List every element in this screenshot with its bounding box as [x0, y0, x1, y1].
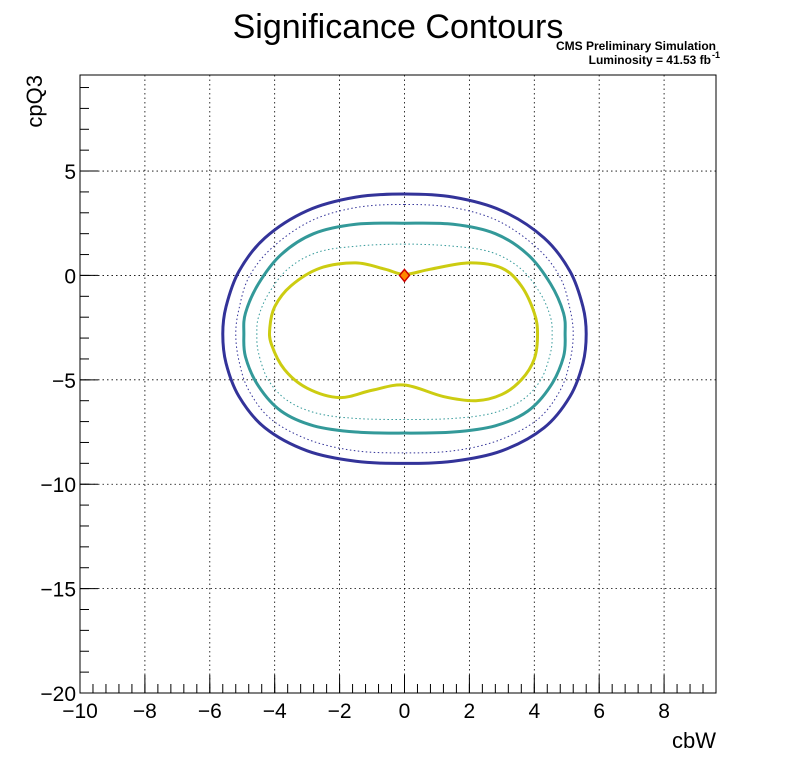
contours: [221, 192, 588, 465]
contour-line-5: [267, 261, 540, 403]
x-tick-label: 6: [593, 700, 605, 723]
y-tick-label: 5: [64, 161, 76, 184]
best-fit-marker-layer: [398, 268, 411, 283]
x-tick-label: −6: [198, 700, 222, 723]
y-tick-label: −5: [52, 370, 76, 393]
x-tick-label: 4: [528, 700, 540, 723]
x-tick-label: 0: [399, 700, 411, 723]
y-tick-label: −10: [40, 474, 76, 497]
contour-line-2: [235, 203, 574, 454]
axis-ticks: [79, 87, 717, 694]
annotation-luminosity-superscript: -1: [712, 50, 720, 60]
x-tick-label: −4: [263, 700, 287, 723]
contour-line-3: [242, 221, 567, 435]
x-tick-label: 2: [464, 700, 476, 723]
annotation-cms: CMS Preliminary Simulation: [556, 39, 716, 53]
x-tick-label: −8: [133, 700, 157, 723]
x-tick-label: 8: [658, 700, 670, 723]
x-axis-label: cbW: [672, 728, 716, 753]
annotation-luminosity-text: Luminosity = 41.53 fb: [589, 53, 711, 67]
x-tick-label: −2: [328, 700, 352, 723]
plot-frame: [79, 74, 717, 694]
y-tick-label: −15: [40, 579, 76, 602]
chart-title: Significance Contours: [233, 8, 564, 46]
y-tick-label: 0: [64, 265, 76, 288]
contour-line-4: [256, 243, 553, 420]
best-fit-marker: [398, 268, 411, 283]
contour-line-1: [221, 192, 588, 465]
y-tick-label: −20: [40, 683, 76, 706]
tick-labels: −10 −8 −6 −4 −2 0 2 4 6 8−20−15−10−505: [40, 161, 670, 723]
annotation-luminosity: Luminosity = 41.53 fb: [589, 53, 711, 67]
x-tick-label: −10: [62, 700, 98, 723]
y-axis-label: cpQ3: [22, 75, 47, 128]
